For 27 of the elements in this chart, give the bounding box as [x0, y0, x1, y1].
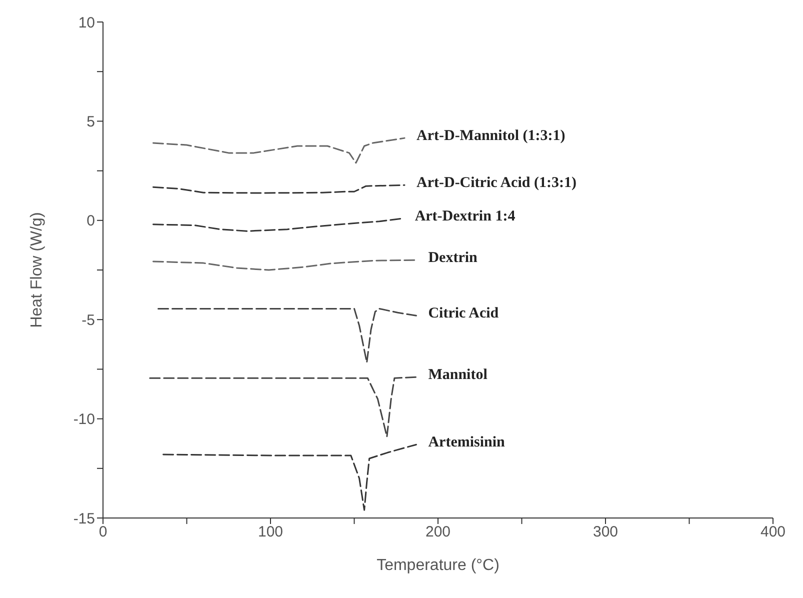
series-label: Art-D-Mannitol (1:3:1) [416, 128, 566, 144]
y-tick-label: 10 [78, 14, 95, 32]
series-label: Dextrin [428, 250, 478, 266]
series-label: Art-D-Citric Acid (1:3:1) [416, 175, 576, 192]
y-tick-label: -10 [73, 411, 95, 428]
line-series [152, 218, 404, 232]
series-label: Artemisinin [428, 434, 506, 451]
line-series [158, 308, 417, 364]
line-series [162, 444, 417, 511]
y-tick-label: -5 [82, 312, 95, 329]
x-tick-label: 100 [258, 524, 284, 541]
line-series [152, 184, 406, 194]
y-tick-label: 0 [86, 212, 95, 230]
y-tick-label: 5 [86, 114, 95, 131]
x-axis-title: Temperature (°C) [376, 557, 500, 574]
line-series [149, 376, 417, 438]
x-tick-label: 200 [425, 524, 451, 541]
y-tick-label: -15 [73, 510, 95, 528]
x-tick-label: 400 [760, 524, 786, 541]
series-label: Mannitol [428, 367, 488, 384]
y-axis-title: Heat Flow (W/g) [28, 212, 46, 328]
series-label: Citric Acid [428, 306, 500, 322]
line-series [152, 137, 406, 164]
series-label: Art-Dextrin 1:4 [414, 208, 516, 224]
x-tick-label: 0 [98, 524, 108, 541]
line-series [152, 259, 417, 271]
x-tick-label: 300 [592, 524, 618, 541]
